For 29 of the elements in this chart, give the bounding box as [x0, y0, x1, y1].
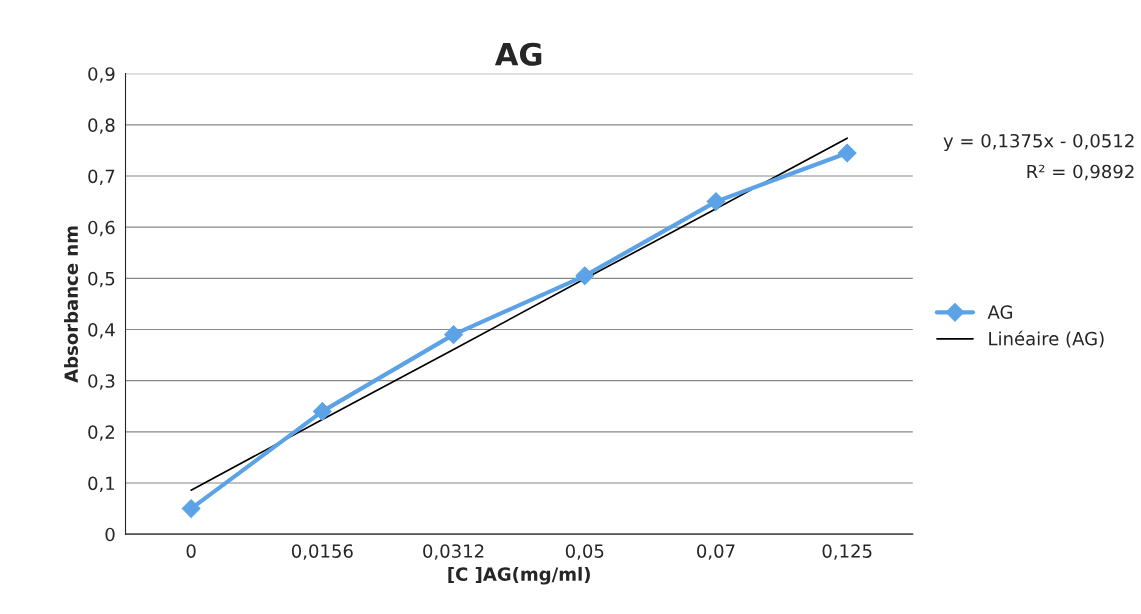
text: R² = 0,9892: [1027, 164, 1134, 181]
point: [706, 192, 726, 211]
y-tick-label: 0,1: [88, 476, 115, 492]
x-tick-label: 0,125: [822, 544, 872, 560]
y-tick-label: 0,9: [88, 67, 115, 83]
point: [181, 499, 201, 518]
point: [837, 143, 857, 163]
x-tick-label: 0,0156: [291, 544, 353, 560]
y-axis-title: Absorbance nm: [64, 226, 79, 383]
y-tick-label: 0,6: [88, 220, 115, 237]
point: [444, 325, 463, 344]
legend-label: Linéaire (AG): [989, 330, 1104, 348]
x-tick-label: 0,07: [697, 544, 735, 560]
text: y = 0,1375x - 0,0512: [943, 133, 1134, 152]
y-tick-label: 0: [105, 527, 115, 542]
x-tick-label: 0,05: [565, 544, 604, 560]
x-tick-label: 0,0312: [423, 544, 484, 560]
x-tick-label: 0: [186, 544, 196, 558]
point: [312, 402, 332, 421]
y-tick-label: 0,4: [88, 322, 115, 339]
legend-label: AG: [987, 305, 1013, 319]
y-tick-label: 0,3: [88, 374, 115, 390]
x-axis-title: [C ]AG(mg/ml): [448, 566, 590, 585]
y-tick-label: 0,8: [88, 118, 115, 134]
chart-title: AG: [494, 42, 542, 66]
y-tick-label: 0,7: [88, 169, 115, 185]
y-tick-label: 0,2: [88, 425, 114, 441]
y-tick-label: 0,5: [88, 271, 115, 288]
point: [575, 266, 595, 286]
